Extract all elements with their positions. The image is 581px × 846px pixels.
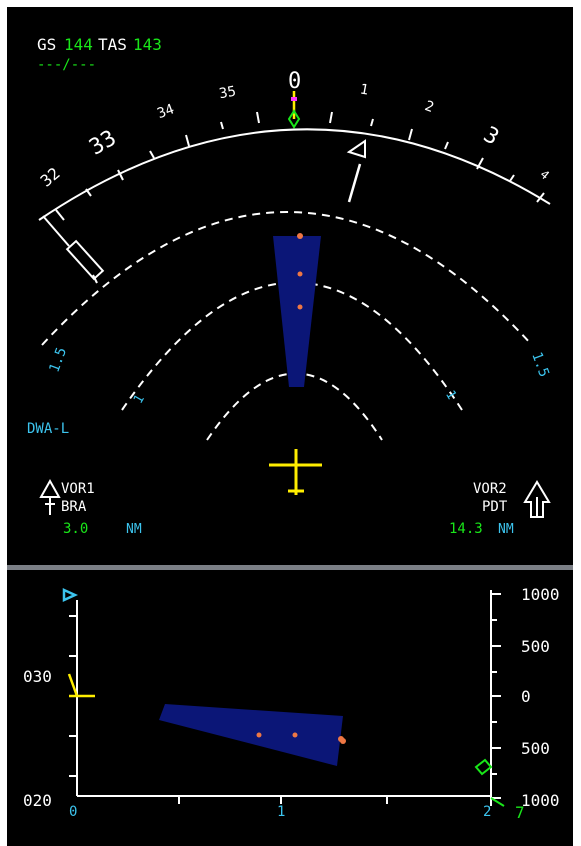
detection-cone <box>273 236 321 387</box>
wind-readout: ---/--- <box>37 57 96 73</box>
green-corner-tick <box>490 797 505 807</box>
vor1-source: VOR1 <box>61 481 95 497</box>
compass-label-33: 33 <box>85 126 120 161</box>
vor2-source: VOR2 <box>473 481 507 497</box>
gs-label: GS <box>37 35 56 54</box>
vor2-unit: NM <box>498 522 514 537</box>
tas-value: 143 <box>133 35 162 54</box>
target-dots <box>297 233 303 310</box>
heading-bug-icon <box>42 215 105 284</box>
vs-label-0: 0 <box>521 687 531 706</box>
vor1-ident: BRA <box>61 499 87 515</box>
range-ring-mid <box>121 281 463 411</box>
tas-label: TAS <box>98 35 127 54</box>
gs-value: 144 <box>64 35 93 54</box>
vor2-ident: PDT <box>482 499 508 515</box>
selected-course-icon <box>346 139 366 203</box>
altitude-marker-icon <box>67 673 95 698</box>
compass-ticks <box>55 111 545 221</box>
vertical-detection-cone <box>159 704 343 766</box>
vertical-speed-axis <box>490 590 501 806</box>
distance-label-0: 0 <box>69 804 77 820</box>
vs-label-500-top: 500 <box>521 637 550 656</box>
distance-axis <box>77 795 491 804</box>
vor2-distance: 14.3 <box>449 521 483 537</box>
vertical-display: 030 020 0 1 2 1000 500 0 500 1000 <box>7 570 573 846</box>
altitude-label-030: 030 <box>23 667 52 686</box>
vertical-target-dots <box>256 732 346 744</box>
range-ring-outer <box>41 211 533 346</box>
corner-label: 7 <box>515 803 525 822</box>
compass-label-35: 35 <box>218 84 237 103</box>
vor1-distance: 3.0 <box>63 521 88 537</box>
magenta-marker <box>291 97 297 101</box>
compass-label-2: 2 <box>423 98 436 116</box>
range-label-left-mid: 1 <box>131 392 148 406</box>
vor1-unit: NM <box>126 522 142 537</box>
compass-label-4: 4 <box>537 167 552 182</box>
vs-label-1000-bottom: 1000 <box>521 791 560 810</box>
track-diamond-icon <box>287 109 301 129</box>
vor2-arrow-icon <box>523 480 551 518</box>
distance-label-1: 1 <box>277 804 285 820</box>
vs-label-1000-top: 1000 <box>521 585 560 604</box>
compass-label-32: 32 <box>37 164 64 191</box>
range-label-right-mid: 1 <box>442 388 459 402</box>
navigation-display: GS 144 TAS 143 ---/--- 32 33 34 35 0 1 2… <box>7 7 573 565</box>
mode-label: DWA-L <box>27 421 69 437</box>
compass-label-34: 34 <box>155 101 176 122</box>
track-diamond-icon <box>474 758 493 776</box>
speed-readout: GS 144 TAS 143 ---/--- <box>37 35 162 73</box>
vs-label-500-bottom: 500 <box>521 739 550 758</box>
distance-label-2: 2 <box>483 804 491 820</box>
compass-label-0: 0 <box>288 69 301 94</box>
compass-label-3: 3 <box>479 122 503 150</box>
range-label-right-outer: 1.5 <box>528 350 552 379</box>
display-separator <box>7 565 573 570</box>
aircraft-symbol-icon <box>269 449 322 495</box>
altitude-axis <box>69 600 78 796</box>
vor1-arrow-icon <box>39 478 61 515</box>
range-label-left-outer: 1.5 <box>47 345 71 374</box>
altitude-label-020: 020 <box>23 791 52 810</box>
selected-altitude-icon <box>62 588 79 602</box>
compass-label-1: 1 <box>359 81 370 98</box>
